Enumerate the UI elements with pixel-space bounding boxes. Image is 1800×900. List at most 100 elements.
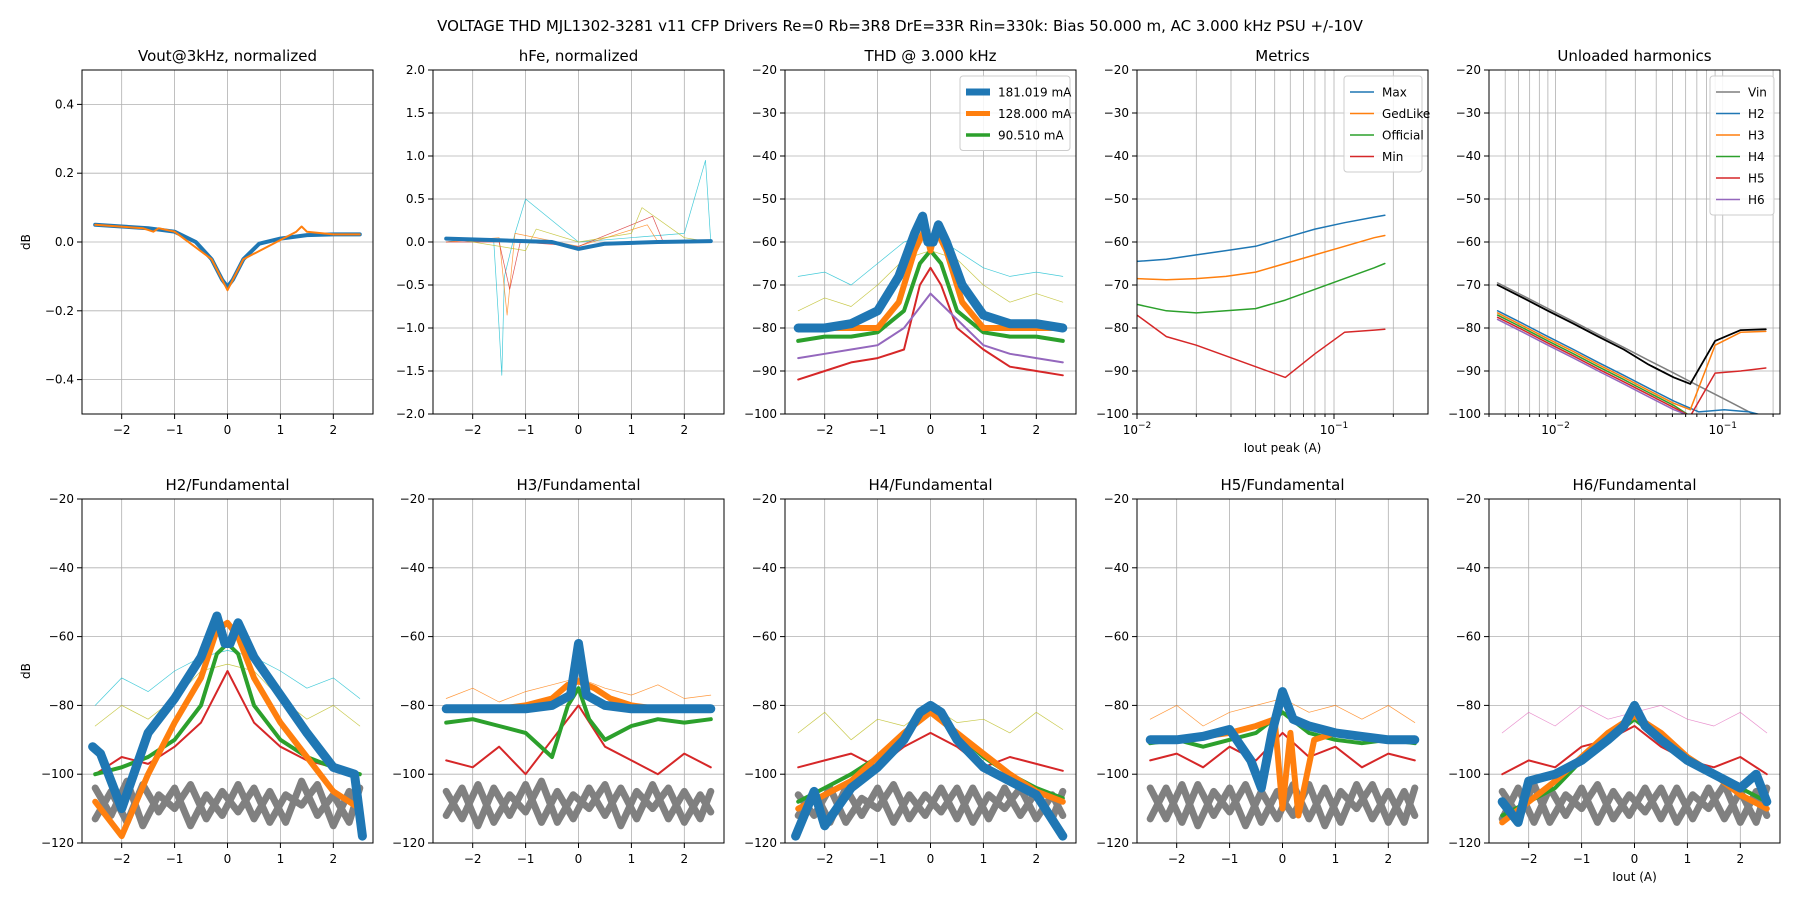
- ytick-label: 0.5: [406, 192, 425, 206]
- series-group: [791, 700, 1068, 841]
- legend-label: Vin: [1748, 86, 1767, 100]
- xtick-label: 0: [927, 852, 935, 866]
- xtick-label: −1: [869, 852, 887, 866]
- ytick-label: −60: [1456, 235, 1481, 249]
- ticks: −120 −100 −80 −60 −40 −20 −2 −1 0 1 2: [1096, 492, 1392, 866]
- legend-label: H4: [1748, 150, 1765, 164]
- ytick-label: −60: [1104, 630, 1129, 644]
- series-line-2: [797, 266, 1064, 381]
- grid: [433, 69, 724, 415]
- series-group: [88, 611, 367, 841]
- grid: [82, 70, 373, 414]
- panel-title: H3/Fundamental: [517, 476, 641, 494]
- ytick-label: −80: [752, 321, 777, 335]
- legend-label: Official: [1382, 129, 1424, 143]
- xtick-label: 1: [277, 423, 285, 437]
- panel-title: Metrics: [1255, 47, 1310, 65]
- panel-title: Unloaded harmonics: [1557, 47, 1711, 65]
- ytick-label: −60: [49, 630, 74, 644]
- ytick-label: −2.0: [396, 407, 425, 421]
- xtick-label: 2: [329, 423, 337, 437]
- series-line-3: [1496, 312, 1767, 411]
- legend-label: H3: [1748, 129, 1765, 143]
- ytick-label: −40: [1456, 561, 1481, 575]
- ytick-label: −40: [1104, 561, 1129, 575]
- ytick-label: −120: [392, 836, 425, 850]
- ticks: −120 −100 −80 −60 −40 −20 −2 −1 0 1 2: [392, 492, 688, 866]
- series-line-0: [1137, 214, 1386, 263]
- ytick-label: −20: [400, 492, 425, 506]
- legend-label: H6: [1748, 193, 1765, 207]
- ytick-label: −0.5: [396, 278, 425, 292]
- series-line-4: [444, 236, 713, 251]
- xtick-label: 2: [1032, 423, 1040, 437]
- xtick-label: −2: [1168, 852, 1186, 866]
- series-line-6: [1497, 700, 1772, 827]
- ytick-label: −80: [1104, 698, 1129, 712]
- xtick-label: −2: [113, 852, 131, 866]
- panel-title: H2/Fundamental: [166, 476, 290, 494]
- series-group: [441, 639, 716, 830]
- xtick-label: −1: [517, 852, 535, 866]
- xtick-label: 1: [628, 423, 636, 437]
- ytick-label: −1.5: [396, 364, 425, 378]
- ytick-label: −40: [752, 561, 777, 575]
- series-line-3: [1501, 725, 1768, 776]
- ytick-label: −80: [400, 698, 425, 712]
- xtick-label: 2: [680, 852, 688, 866]
- series-line-7: [88, 611, 367, 841]
- panel-metrics: −100 −90 −80 −70 −60 −50 −40 −30 −20 10−2 10−1 Metr…: [1096, 47, 1430, 455]
- xtick-label: −2: [1520, 852, 1538, 866]
- series-line-2: [1137, 262, 1386, 314]
- xtick-label: 0: [224, 852, 232, 866]
- ytick-label: −30: [1456, 106, 1481, 120]
- xtick-label: 1: [628, 852, 636, 866]
- ytick-label: −20: [1104, 492, 1129, 506]
- panels: −0.4 −0.2 0.0 0.2 0.4 −2 −1 0 1 2 Vout@3kHz, norma…: [19, 47, 1781, 884]
- panel-h2: −120 −100 −80 −60 −40 −20 −2 −1 0 1 2 H2/Fundamenta…: [19, 476, 374, 866]
- panel-hfe: −2.0 −1.5 −1.0 −0.5 0.0 0.5 1.0 1.5 2.0 −2 −1 0 1 2 hF…: [396, 47, 725, 437]
- series-line-3: [445, 704, 712, 776]
- series-line-6: [791, 700, 1068, 841]
- panel-thd: −100 −90 −80 −70 −60 −50 −40 −30 −20 −2 −1 0 1 2 THD @…: [744, 47, 1077, 437]
- ytick-label: −50: [1104, 192, 1129, 206]
- ytick-label: −20: [1104, 63, 1129, 77]
- legend-label: Min: [1382, 150, 1403, 164]
- xtick-label: 2: [1032, 852, 1040, 866]
- ytick-label: 1.5: [406, 106, 425, 120]
- series-line-5: [1496, 316, 1767, 414]
- xtick-label: −1: [869, 423, 887, 437]
- ytick-label: −100: [1448, 407, 1481, 421]
- series-line-6: [793, 211, 1068, 333]
- series-group: [1496, 282, 1767, 414]
- ytick-label: −120: [1448, 836, 1481, 850]
- legend-label: H2: [1748, 107, 1765, 121]
- xtick-label: 1: [1332, 852, 1340, 866]
- ticks: −120 −100 −80 −60 −40 −20 −2 −1 0 1 2: [744, 492, 1040, 866]
- series-line-4: [444, 686, 713, 759]
- xtick-label: 0: [927, 423, 935, 437]
- ticks: −100 −90 −80 −70 −60 −50 −40 −30 −20 10−2 10−1: [1096, 63, 1394, 437]
- legend-label: H5: [1748, 172, 1765, 186]
- series-line-5: [795, 709, 1066, 812]
- xtick-label: −2: [464, 423, 482, 437]
- legend: 181.019 mA 128.000 mA 90.510 mA: [959, 75, 1072, 151]
- panel-h6: −120 −100 −80 −60 −40 −20 −2 −1 0 1 2 H6/Fundamenta…: [1448, 476, 1781, 884]
- panel-title: H4/Fundamental: [869, 476, 993, 494]
- legend: Vin H2 H3 H4 H5 H6: [1709, 75, 1775, 216]
- ytick-label: −100: [744, 407, 777, 421]
- ytick-label: −120: [41, 836, 74, 850]
- legend: Max GedLike Official Min: [1343, 75, 1430, 173]
- xtick-label: 2: [329, 852, 337, 866]
- series-group: [1497, 700, 1772, 827]
- ytick-label: −80: [1456, 321, 1481, 335]
- xtick-label: 10−1: [1708, 421, 1737, 437]
- series-line-0: [1496, 282, 1755, 414]
- ticks: −120 −100 −80 −60 −40 −20 −2 −1 0 1 2: [41, 492, 337, 866]
- ytick-label: −90: [752, 364, 777, 378]
- series-group: [444, 159, 713, 376]
- xtick-label: 1: [980, 852, 988, 866]
- ytick-label: −100: [1096, 407, 1129, 421]
- series-line-6: [1496, 318, 1687, 414]
